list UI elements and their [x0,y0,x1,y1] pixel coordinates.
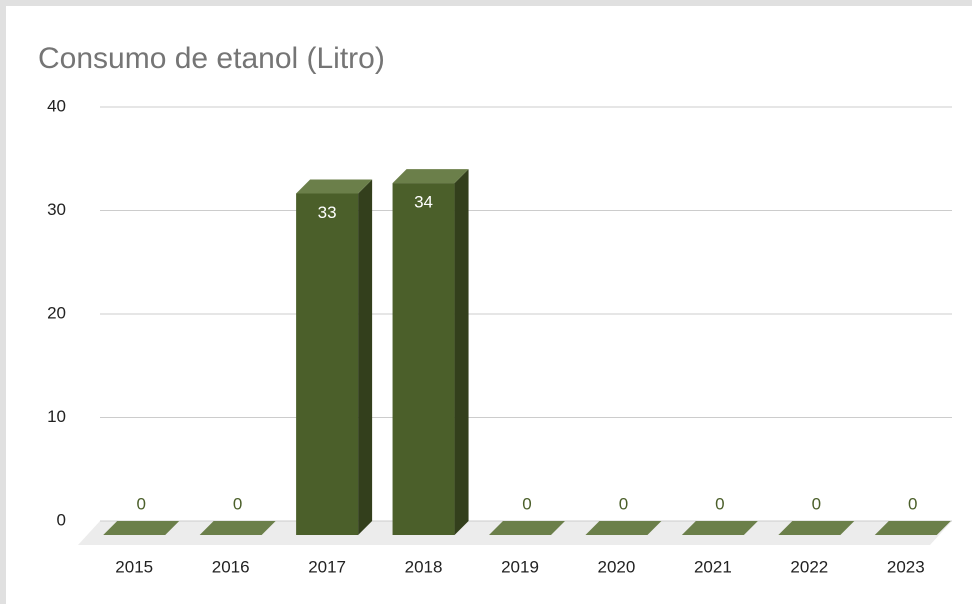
bar [296,179,373,535]
bar-top [103,521,180,535]
bar [681,521,758,535]
bar-side [358,179,373,535]
bar-top [392,169,469,184]
bar-top [489,521,565,535]
x-tick-label: 2015 [115,557,153,576]
data-label: 0 [812,494,821,513]
data-label: 0 [619,494,628,513]
x-tick-label: 2018 [405,557,443,576]
bar-top [199,521,276,535]
x-tick-label: 2016 [212,557,250,576]
x-tick-label: 2020 [598,557,636,576]
data-label: 0 [908,494,917,513]
bar [874,521,951,535]
bar [392,169,469,535]
data-label: 34 [414,193,433,212]
bar-front [392,183,455,535]
data-label: 0 [522,494,531,513]
x-tick-label: 2023 [887,557,925,576]
bar-top [778,521,855,535]
bar-side [454,169,469,535]
y-tick-label: 20 [47,303,66,322]
bar-top [874,521,951,535]
bar-top [681,521,758,535]
bar [489,521,565,535]
x-tick-label: 2021 [694,557,732,576]
card [6,6,972,604]
bar [778,521,855,535]
data-label: 0 [715,494,724,513]
bar-top [296,179,373,194]
bar-top [585,521,662,535]
x-tick-label: 2017 [308,557,346,576]
data-label: 33 [318,203,337,222]
x-tick-label: 2022 [790,557,828,576]
bar [199,521,276,535]
bar-front [296,193,359,535]
data-label: 0 [136,494,145,513]
x-tick-label: 2019 [501,557,539,576]
data-label: 0 [233,494,242,513]
y-tick-label: 10 [47,407,66,426]
chart-title: Consumo de etanol (Litro) [38,42,385,75]
y-tick-label: 40 [47,96,66,115]
y-tick-label: 30 [47,200,66,219]
bar [103,521,180,535]
bar [585,521,662,535]
y-tick-label: 0 [57,510,66,529]
